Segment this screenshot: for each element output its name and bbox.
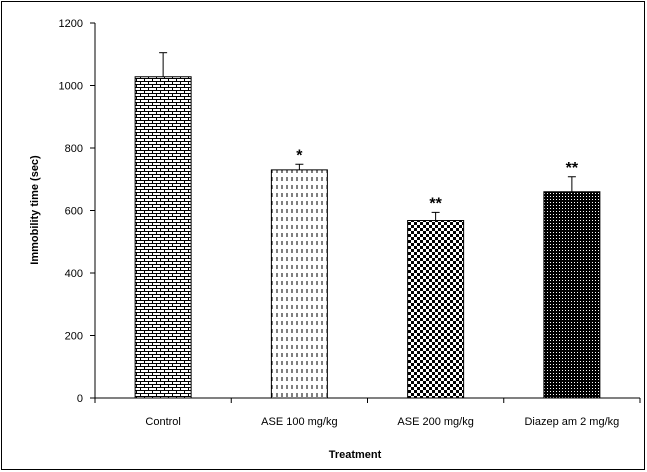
y-tick-label: 1000 — [59, 81, 83, 93]
x-axis: Control ASE 100 mg/kg ASE 200 mg/kg Diazep … — [94, 397, 641, 428]
significance-label-3: ** — [429, 195, 442, 212]
y-tick-label: 600 — [65, 206, 83, 218]
bar-3 — [407, 220, 465, 399]
x-tick-label: Control — [145, 416, 180, 428]
y-tick-label: 1200 — [59, 18, 83, 30]
y-tick-label: 200 — [65, 331, 83, 343]
y-axis: 0 200 400 600 800 1000 1200 — [59, 18, 96, 405]
x-tick-label: ASE 100 mg/kg — [261, 416, 337, 428]
y-tick-label: 0 — [77, 393, 83, 405]
significance-label-2: * — [296, 147, 303, 164]
y-axis-title: Immobility time (sec) — [29, 155, 41, 265]
x-tick-label: ASE 200 mg/kg — [397, 416, 473, 428]
bar-4 — [543, 191, 601, 399]
significance-label-4: ** — [566, 160, 579, 177]
y-tick-label: 800 — [65, 143, 83, 155]
bars — [134, 76, 601, 399]
x-tick-label: Diazep am 2 mg/kg — [524, 416, 619, 428]
x-axis-title: Treatment — [329, 449, 382, 461]
bar-2 — [270, 169, 328, 399]
error-bars — [159, 52, 576, 221]
significance-annotations: ***** — [296, 147, 579, 212]
y-tick-label: 400 — [65, 268, 83, 280]
bar-1 — [134, 76, 192, 399]
